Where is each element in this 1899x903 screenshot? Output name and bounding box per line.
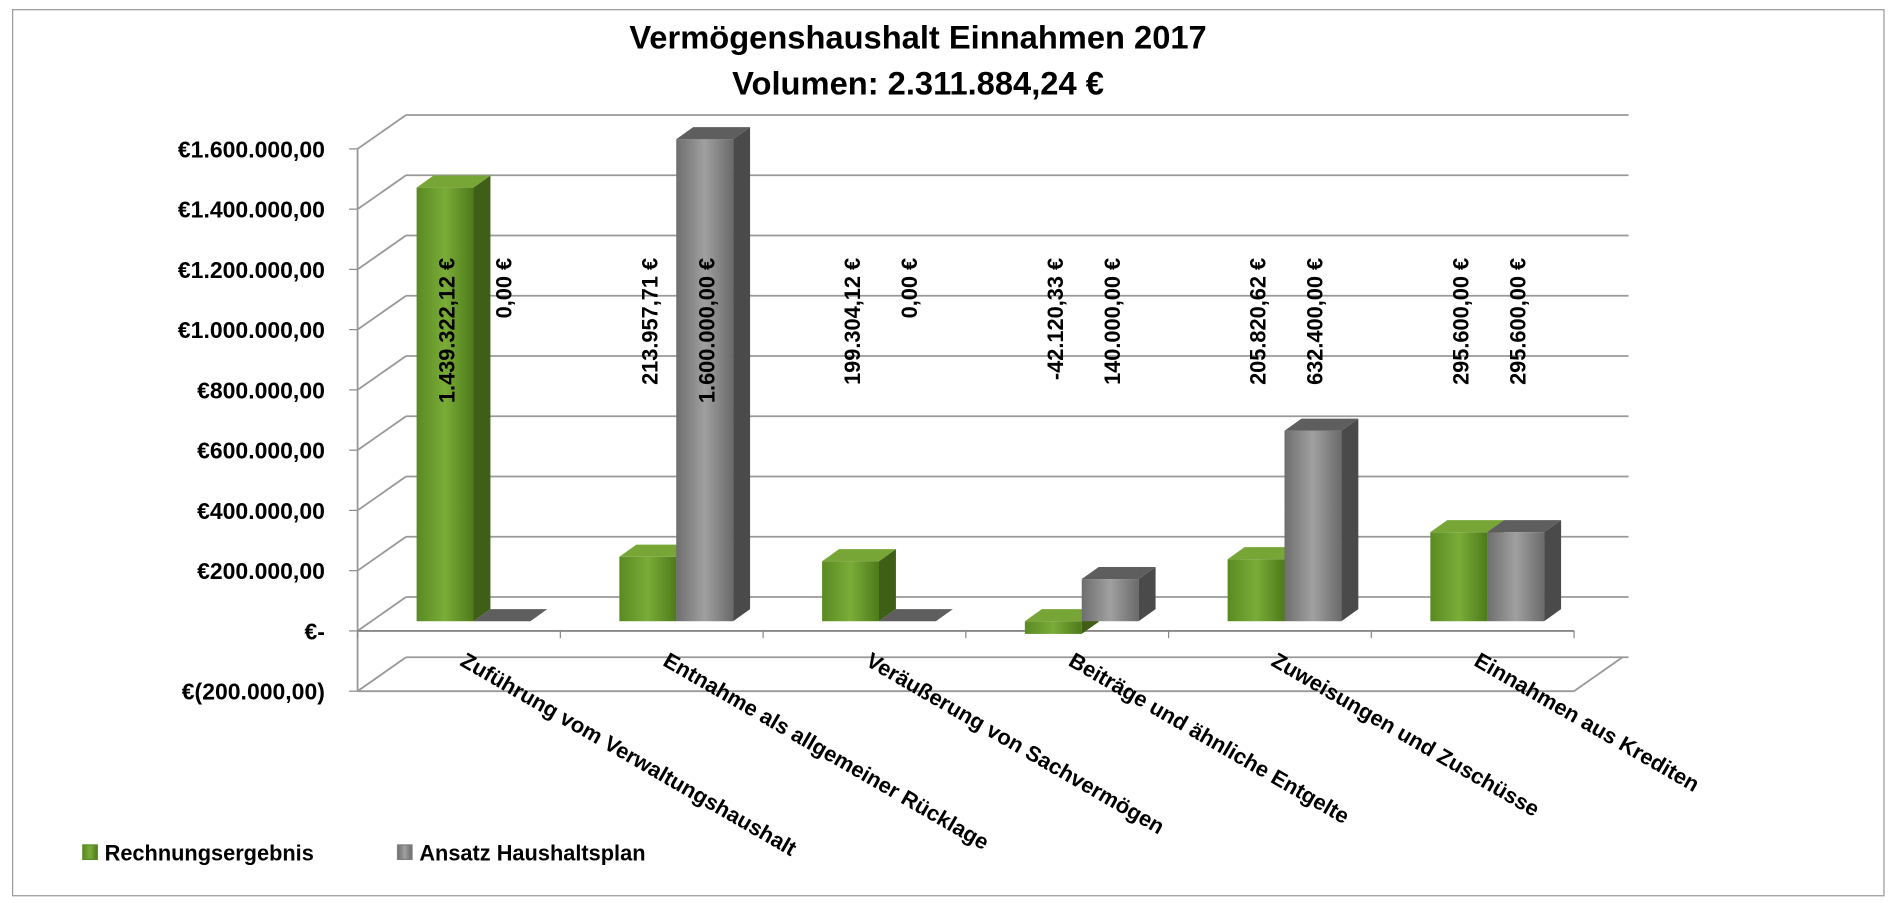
bar-side: [473, 175, 491, 622]
bar-side: [733, 127, 751, 622]
bar: [822, 549, 896, 622]
grid-line: [357, 536, 407, 572]
grid-line: [357, 234, 407, 271]
bar-front: [1081, 579, 1139, 622]
grid-line: [357, 114, 407, 150]
value-label: 0,00 €: [492, 258, 517, 319]
bar-top: [1024, 609, 1099, 622]
bar-top: [1227, 547, 1302, 560]
grid-line: [357, 656, 407, 692]
bar-top: [1284, 418, 1359, 431]
y-tick-label: €200.000,00: [197, 558, 325, 584]
bar-top: [1081, 566, 1156, 580]
bar-front: [416, 187, 474, 622]
value-label: 1.600.000,00 €: [694, 258, 719, 403]
bar-front: [1024, 621, 1082, 634]
bar-front: [1430, 532, 1488, 622]
bar: [1487, 520, 1562, 622]
floor-edge: [1573, 656, 1624, 692]
bar: [473, 609, 548, 622]
bar-front: [619, 556, 677, 622]
y-tick-label: €(200.000,00): [182, 679, 325, 705]
chart-border: [12, 9, 1885, 897]
bar: [416, 175, 491, 622]
grid-line: [357, 355, 407, 391]
bar-side: [1544, 520, 1562, 622]
grid-line: [357, 174, 407, 210]
grid-line: [357, 415, 407, 451]
bar-top: [822, 549, 896, 562]
bar-top: [1430, 520, 1505, 533]
bar: [1284, 418, 1359, 622]
grid-line: [357, 295, 407, 331]
value-label: 205.820,62 €: [1246, 258, 1271, 385]
bar-top: [416, 175, 491, 188]
y-tick-label: €800.000,00: [197, 377, 325, 403]
bar: [878, 609, 953, 622]
bar-front: [676, 139, 734, 622]
bar-side: [1138, 566, 1156, 622]
bar-top: [878, 609, 953, 622]
chart-title: Vermögenshaushalt Einnahmen 2017: [629, 18, 1206, 55]
value-label: 1.439.322,12 €: [435, 258, 460, 403]
bar-top: [676, 127, 751, 140]
y-tick-label: €600.000,00: [197, 438, 325, 464]
value-label: -42.120,33 €: [1043, 258, 1068, 380]
y-tick-label: €-: [304, 618, 324, 644]
legend-label: Rechnungsergebnis: [105, 841, 314, 866]
bar-top: [1487, 520, 1562, 533]
y-tick-label: €1.600.000,00: [178, 136, 325, 162]
bar-front: [822, 561, 879, 622]
chart-subtitle: Volumen: 2.311.884,24 €: [732, 64, 1104, 101]
bar: [1081, 566, 1156, 622]
value-label: 213.957,71 €: [637, 258, 662, 385]
bar-side: [878, 549, 896, 622]
bar-side: [1341, 418, 1359, 622]
y-tick-label: €1.400.000,00: [178, 197, 325, 223]
value-label: 632.400,00 €: [1303, 258, 1328, 385]
y-tick-label: €400.000,00: [197, 498, 325, 524]
value-label: 140.000,00 €: [1100, 258, 1125, 385]
x-tick-label: Einnahmen aus Krediten: [1470, 647, 1704, 796]
bar-front: [1284, 430, 1342, 622]
value-label: 295.600,00 €: [1505, 258, 1530, 385]
legend-label: Ansatz Haushaltsplan: [419, 841, 645, 866]
bar-front: [1227, 559, 1285, 622]
bar-top: [619, 544, 694, 557]
bar: [676, 127, 751, 622]
value-label: 295.600,00 €: [1448, 258, 1473, 385]
value-label: 199.304,12 €: [840, 258, 865, 385]
bar-front: [1487, 532, 1545, 622]
legend-swatch: [82, 844, 98, 861]
y-tick-label: €1.200.000,00: [178, 257, 325, 283]
grid-line: [357, 596, 407, 632]
legend-swatch: [396, 844, 413, 861]
bar-top: [473, 609, 548, 622]
x-tick-label: Entnahme als allgemeiner Rücklage: [659, 647, 993, 854]
y-tick-label: €1.000.000,00: [178, 317, 325, 343]
value-label: 0,00 €: [897, 258, 922, 319]
grid-line: [357, 475, 407, 512]
x-tick-label: Zuführung vom Verwaltungshaushalt: [456, 647, 800, 860]
